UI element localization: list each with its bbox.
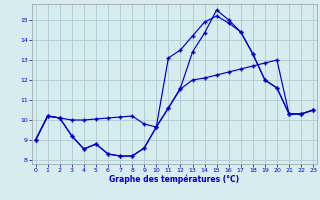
X-axis label: Graphe des températures (°C): Graphe des températures (°C) <box>109 175 239 184</box>
